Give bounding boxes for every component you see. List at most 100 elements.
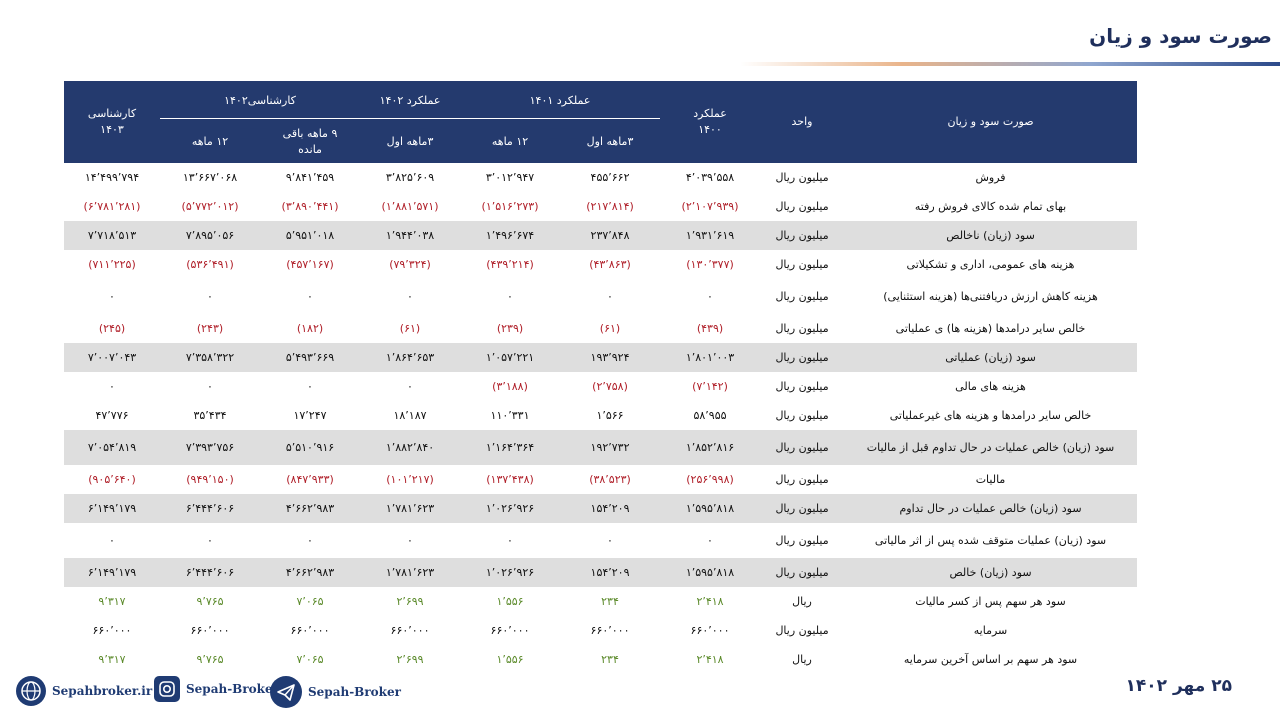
head-1400: عملکرد ۱۴۰۰ bbox=[660, 81, 761, 163]
cell-value: ۷٬۳۹۳٬۷۵۶ bbox=[160, 430, 261, 465]
row-label: سود (زیان) خالص عملیات در حال تداوم قبل … bbox=[844, 430, 1138, 465]
cell-value: ۱٬۵۵۶ bbox=[496, 653, 524, 666]
date: ۲۵ مهر ۱۴۰۲ bbox=[1125, 676, 1232, 696]
row-unit: میلیون ریال bbox=[775, 290, 829, 303]
row-unit: ریال bbox=[792, 653, 812, 666]
cell-value: ۷٬۷۱۸٬۵۱۳ bbox=[64, 221, 160, 250]
row-unit: میلیون ریال bbox=[760, 430, 845, 465]
table-row: خالص سایر درامدها (هزینه ها) ی عملیاتی می… bbox=[64, 314, 1137, 343]
cell-value: ۱۱۰٬۳۳۱ bbox=[490, 409, 530, 422]
cell-value: ۳٬۸۲۵٬۶۰۹ bbox=[385, 171, 435, 184]
row-label: هزینه های عمومی، اداری و تشکیلاتی bbox=[906, 258, 1075, 271]
cell-value: ۰ bbox=[407, 380, 413, 393]
row-unit: میلیون ریال bbox=[775, 409, 829, 422]
row-label: بهای تمام شده کالای فروش رفته bbox=[914, 200, 1067, 213]
table-row: خالص سایر درامدها و هزینه های غیرعملیاتی… bbox=[64, 401, 1137, 430]
cell-value: ۱٬۷۸۱٬۶۲۳ bbox=[360, 558, 461, 587]
cell-value: ۶٬۴۴۴٬۶۰۶ bbox=[160, 558, 261, 587]
cell-value: ۱٬۵۹۵٬۸۱۸ bbox=[660, 558, 761, 587]
cell-value: ۴٬۰۳۹٬۵۵۸ bbox=[685, 171, 735, 184]
cell-value: ۱٬۰۲۶٬۹۲۶ bbox=[460, 558, 561, 587]
head-sub: ۱۲ ماهه bbox=[460, 121, 561, 163]
head-sub: ۳ماهه اول bbox=[560, 121, 661, 163]
cell-value: ۶۶۰٬۰۰۰ bbox=[190, 624, 230, 637]
cell-value: ۳۵٬۴۳۴ bbox=[193, 409, 227, 422]
row-unit: ریال bbox=[792, 595, 812, 608]
row-label: مالیات bbox=[975, 473, 1006, 486]
cell-value: ۰ bbox=[407, 534, 413, 547]
cell-value: ۹٬۳۱۷ bbox=[98, 595, 126, 608]
cell-value: ۱۵۴٬۲۰۹ bbox=[560, 494, 661, 523]
table-row: هزینه های عمومی، اداری و تشکیلاتی میلیون … bbox=[64, 250, 1137, 279]
row-label: هزینه کاهش ارزش دریافتنی‌ها (هزینه استثن… bbox=[883, 290, 1098, 303]
head-sub: ۱۲ ماهه bbox=[160, 121, 261, 163]
cell-value: ۱٬۸۵۲٬۸۱۶ bbox=[660, 430, 761, 465]
cell-value: ۹٬۳۱۷ bbox=[98, 653, 126, 666]
row-label: سود (زیان) خالص عملیات در حال تداوم bbox=[844, 494, 1138, 523]
row-unit: میلیون ریال bbox=[760, 221, 845, 250]
cell-value: ۲٬۶۹۹ bbox=[396, 595, 424, 608]
instagram: Sepah-Broker bbox=[154, 676, 279, 702]
cell-value: ۱٬۸۸۲٬۸۴۰ bbox=[360, 430, 461, 465]
table-body: فروش میلیون ریال ۴٬۰۳۹٬۵۵۸ ۴۵۵٬۶۶۲ ۳٬۰۱۲٬۹۴۷… bbox=[64, 163, 1138, 674]
head-group: عملکرد ۱۴۰۱ bbox=[460, 81, 661, 121]
cell-value: ۶۶۰٬۰۰۰ bbox=[92, 624, 132, 637]
row-unit: میلیون ریال bbox=[775, 473, 829, 486]
cell-value: ۰ bbox=[307, 290, 313, 303]
cell-value: ۰ bbox=[307, 380, 313, 393]
cell-value: ۱۷٬۲۴۷ bbox=[293, 409, 327, 422]
globe-icon bbox=[16, 676, 46, 706]
cell-value: (۴۳۹) bbox=[696, 322, 724, 335]
cell-value: ۰ bbox=[307, 534, 313, 547]
cell-value: (۱۳۰٬۳۷۷) bbox=[686, 258, 734, 271]
cell-value: ۶۶۰٬۰۰۰ bbox=[390, 624, 430, 637]
row-unit: میلیون ریال bbox=[775, 624, 829, 637]
cell-value: ۷٬۰۶۵ bbox=[296, 653, 324, 666]
row-label: سود (زیان) خالص bbox=[844, 558, 1138, 587]
cell-value: (۵٬۷۷۲٬۰۱۲) bbox=[181, 200, 239, 213]
head-1403: کارشناسی ۱۴۰۳ bbox=[64, 81, 160, 163]
cell-value: (۱۳۷٬۴۳۸) bbox=[486, 473, 534, 486]
cell-value: (۹۴۹٬۱۵۰) bbox=[186, 473, 234, 486]
cell-value: ۱۳٬۶۶۷٬۰۶۸ bbox=[182, 171, 238, 184]
cell-value: ۲۳۴ bbox=[601, 653, 619, 666]
title: صورت سود و زیان bbox=[1089, 24, 1272, 48]
website: Sepahbroker.ir bbox=[16, 676, 152, 706]
cell-value: ۰ bbox=[507, 290, 513, 303]
cell-value: ۲۳۷٬۸۴۸ bbox=[560, 221, 661, 250]
cell-value: (۳۸٬۵۲۳) bbox=[589, 473, 631, 486]
row-label: سود (زیان) عملیاتی bbox=[844, 343, 1138, 372]
cell-value: ۲۳۴ bbox=[601, 595, 619, 608]
cell-value: ۴٬۶۶۲٬۹۸۳ bbox=[260, 558, 361, 587]
cell-value: ۵۸٬۹۵۵ bbox=[693, 409, 727, 422]
row-label: سود هر سهم پس از کسر مالیات bbox=[915, 595, 1066, 608]
cell-value: ۱٬۴۹۶٬۶۷۴ bbox=[460, 221, 561, 250]
table-row: سود (زیان) خالص میلیون ریال ۱٬۵۹۵٬۸۱۸ ۱۵۴٬۲… bbox=[64, 558, 1138, 587]
cell-value: ۶٬۱۴۹٬۱۷۹ bbox=[64, 558, 160, 587]
table-row: سود هر سهم پس از کسر مالیات ریال ۲٬۴۱۸ ۲۳۴ ۱… bbox=[64, 587, 1137, 616]
table-row: مالیات میلیون ریال (۲۵۶٬۹۹۸) (۳۸٬۵۲۳) (۱۳۷٬۴… bbox=[64, 465, 1137, 494]
table-row: سود (زیان) خالص عملیات در حال تداوم قبل … bbox=[64, 430, 1138, 465]
row-unit: میلیون ریال bbox=[760, 558, 845, 587]
cell-value: ۹٬۸۴۱٬۴۵۹ bbox=[285, 171, 335, 184]
row-unit: میلیون ریال bbox=[760, 343, 845, 372]
cell-value: (۱٬۸۸۱٬۵۷۱) bbox=[381, 200, 439, 213]
cell-value: ۶٬۴۴۴٬۶۰۶ bbox=[160, 494, 261, 523]
cell-value: ۱۹۳٬۹۲۴ bbox=[560, 343, 661, 372]
cell-value: ۰ bbox=[507, 534, 513, 547]
cell-value: ۰ bbox=[707, 290, 713, 303]
row-label: خالص سایر درامدها (هزینه ها) ی عملیاتی bbox=[895, 322, 1086, 335]
row-unit: میلیون ریال bbox=[775, 200, 829, 213]
cell-value: (۲۳۹) bbox=[496, 322, 524, 335]
row-unit: میلیون ریال bbox=[775, 534, 829, 547]
head-sub-text: ۹ ماهه باقی مانده bbox=[282, 127, 338, 156]
cell-value: ۵٬۵۱۰٬۹۱۶ bbox=[260, 430, 361, 465]
cell-value: ۶٬۱۴۹٬۱۷۹ bbox=[64, 494, 160, 523]
table-row: سود (زیان) ناخالص میلیون ریال ۱٬۹۳۱٬۶۱۹ ۲۳۷… bbox=[64, 221, 1138, 250]
cell-value: (۴۳٬۸۶۳) bbox=[589, 258, 631, 271]
row-unit: میلیون ریال bbox=[775, 171, 829, 184]
table-row: سود (زیان) عملیات متوقف شده پس از اثر ما… bbox=[64, 523, 1137, 558]
row-label: خالص سایر درامدها و هزینه های غیرعملیاتی bbox=[889, 409, 1092, 422]
cell-value: (۸۴۷٬۹۳۳) bbox=[286, 473, 334, 486]
cell-value: ۳٬۰۱۲٬۹۴۷ bbox=[485, 171, 535, 184]
